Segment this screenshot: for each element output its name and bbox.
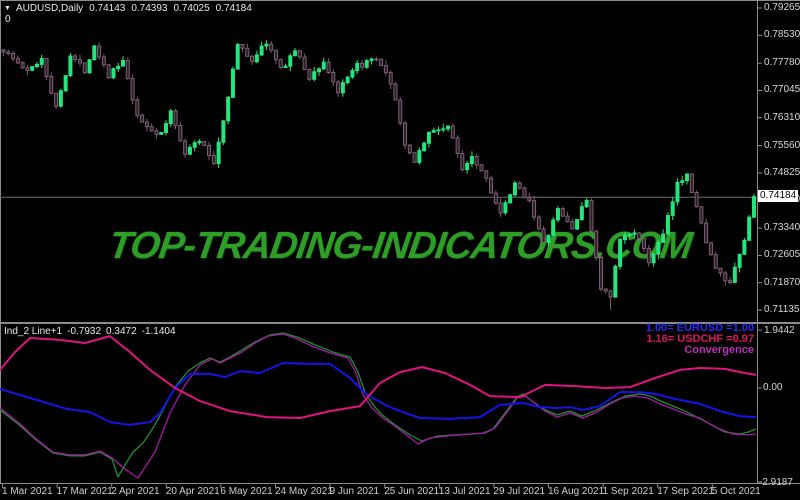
eurusd-label: 1.00= EURUSD =1.00: [645, 322, 754, 334]
date-tick-label: 16 Aug 2021: [548, 486, 605, 497]
date-tick-label: 20 Apr 2021: [165, 486, 220, 497]
open-value: 0.74143: [89, 3, 126, 14]
date-tick-label: 1 Mar 2021: [2, 486, 53, 497]
indicator-axis-zero: 0.00: [763, 382, 783, 393]
indicator-value-1: -0.7932: [67, 326, 102, 337]
indicator-axis-min: -2.9187: [759, 477, 793, 488]
price-tick-label: 0.72605: [764, 249, 800, 261]
close-value: 0.74184: [215, 3, 252, 14]
price-tick-label: 0.73340: [764, 222, 800, 234]
price-tick-label: 0.74825: [764, 166, 800, 178]
date-tick-label: 17 Mar 2021: [56, 486, 113, 497]
indicator-value-2: 0.3472: [106, 326, 137, 337]
high-value: 0.74393: [131, 3, 168, 14]
symbol-period: AUDUSD,Daily: [15, 3, 84, 14]
date-tick-label: 25 Jun 2021: [384, 486, 440, 497]
indicator-value-3: -1.1404: [141, 326, 176, 337]
price-tick-label: 0.75560: [764, 139, 800, 151]
indicator-header: Ind_2 Line+1 -0.7932 0.3472 -1.1404: [4, 326, 176, 337]
collapse-chart-icon[interactable]: ▼: [4, 5, 11, 12]
price-tick-label: 0.77045: [764, 84, 800, 96]
date-tick-label: 13 Jul 2021: [438, 486, 491, 497]
indicator-line-convergence-green: [0, 332, 757, 478]
low-value: 0.74025: [173, 3, 210, 14]
indicator-line-usdchf-pink: [0, 335, 757, 419]
candlestick-series: [1, 40, 756, 310]
subwindow-separator[interactable]: [0, 322, 800, 324]
indicator-axis-max: 1.9442: [764, 325, 795, 336]
pair-labels: 1.00= EURUSD =1.00 1.16= USDCHF =0.97 Co…: [646, 323, 754, 356]
ohlc-header: ▼ AUDUSD,Daily 0.74143 0.74393 0.74025 0.7418…: [4, 3, 252, 14]
indicator-line-convergence-purple: [0, 333, 757, 479]
indicator-line-eurusd-blue: [0, 362, 757, 426]
price-tick-label: 0.78530: [764, 29, 800, 41]
convergence-label: Convergence: [684, 344, 754, 356]
price-tick-label: 0.79265: [764, 2, 800, 13]
price-tick-label: 0.71870: [764, 276, 800, 288]
date-tick-label: 2 Apr 2021: [111, 486, 160, 497]
date-tick-label: 5 Oct 2021: [711, 486, 761, 497]
date-tick-label: 29 Jul 2021: [493, 486, 546, 497]
price-tick-label: 0.77780: [764, 57, 800, 69]
date-tick-label: 24 May 2021: [275, 486, 333, 497]
indicator-name: Ind_2 Line+1: [4, 326, 63, 337]
usdchf-label: 1.16= USDCHF =0.97: [646, 333, 754, 345]
price-tick-label: 0.76310: [764, 111, 800, 123]
indicator-sub-value: 0: [5, 14, 11, 25]
date-tick-label: 17 Sep 2021: [657, 486, 714, 497]
current-price-box: 0.74184: [758, 189, 799, 202]
date-tick-label: 9 Jun 2021: [329, 486, 380, 497]
date-tick-label: 6 May 2021: [220, 486, 273, 497]
price-tick-label: 0.71135: [764, 304, 800, 315]
date-tick-label: 1 Sep 2021: [602, 486, 654, 497]
